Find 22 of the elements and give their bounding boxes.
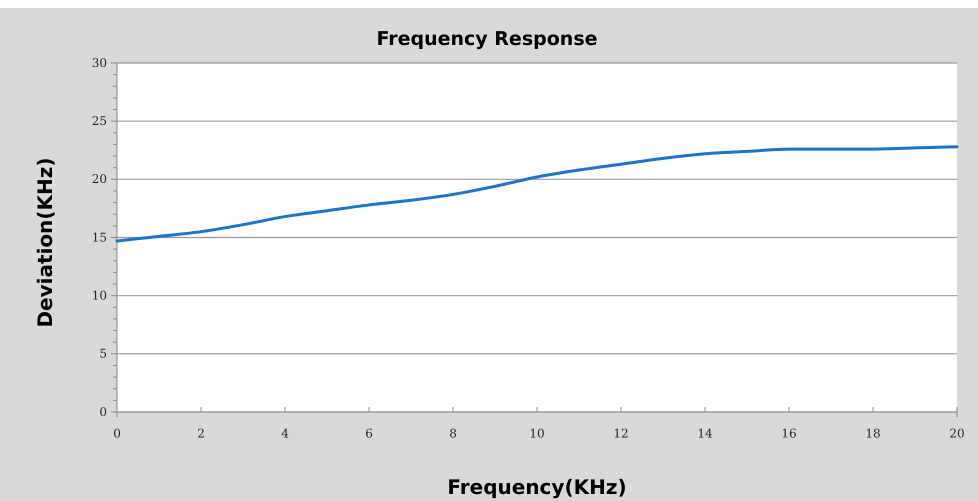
x-tick-label: 16	[781, 426, 797, 441]
x-tick-label: 10	[529, 426, 545, 441]
y-axis-title: Deviation(KHz)	[33, 157, 57, 328]
y-tick-label: 5	[99, 346, 107, 361]
y-tick-label: 25	[92, 114, 107, 128]
x-tick-label: 20	[949, 426, 965, 441]
x-tick-label: 2	[197, 426, 205, 441]
y-tick-label: 30	[92, 56, 107, 70]
x-tick-label: 0	[113, 426, 121, 441]
x-axis-title: Frequency(KHz)	[447, 475, 627, 499]
y-tick-label: 20	[92, 172, 107, 186]
x-tick-label: 4	[281, 426, 290, 441]
line-series	[116, 145, 958, 242]
y-tick-label: 15	[92, 230, 107, 244]
x-tick-label: 8	[449, 426, 457, 441]
chart-title: Frequency Response	[376, 28, 598, 50]
y-tick-label: 10	[92, 288, 107, 303]
x-tick-label: 18	[865, 426, 881, 441]
x-tick-label: 14	[697, 426, 713, 441]
x-tick-label: 12	[613, 426, 629, 441]
y-tick-label: 0	[99, 404, 107, 419]
x-tick-label: 6	[365, 426, 373, 441]
